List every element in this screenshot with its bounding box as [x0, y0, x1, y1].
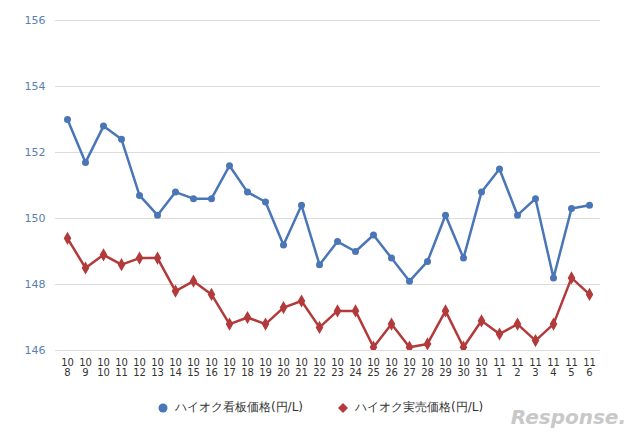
svg-text:1028: 1028 [421, 357, 434, 378]
svg-text:1025: 1025 [367, 357, 380, 378]
svg-text:1010: 1010 [97, 357, 110, 378]
svg-text:152: 152 [25, 146, 46, 159]
svg-text:150: 150 [25, 212, 46, 225]
svg-text:1027: 1027 [403, 357, 416, 378]
html-text:ハイオク看板価格(円/L): ハイオク看板価格(円/L) [174, 400, 303, 414]
svg-text:1014: 1014 [169, 357, 182, 378]
svg-text:1024: 1024 [349, 357, 362, 378]
svg-text:1031: 1031 [475, 357, 488, 378]
svg-text:1019: 1019 [259, 357, 272, 378]
svg-text:1023: 1023 [331, 357, 344, 378]
svg-text:154: 154 [25, 80, 46, 93]
svg-text:1030: 1030 [457, 357, 470, 378]
svg-text:109: 109 [79, 357, 92, 378]
svg-text:146: 146 [25, 344, 46, 357]
svg-text:1022: 1022 [313, 357, 326, 378]
svg-text:1026: 1026 [385, 357, 398, 378]
svg-text:113: 113 [529, 357, 542, 378]
svg-text:1017: 1017 [223, 357, 236, 378]
svg-text:1013: 1013 [151, 357, 164, 378]
svg-text:1012: 1012 [133, 357, 146, 378]
svg-text:112: 112 [511, 357, 524, 378]
svg-text:108: 108 [61, 357, 74, 378]
svg-text:114: 114 [547, 357, 560, 378]
svg-text:1020: 1020 [277, 357, 290, 378]
svg-text:116: 116 [583, 357, 596, 378]
svg-text:115: 115 [565, 357, 578, 378]
svg-text:1011: 1011 [115, 357, 128, 378]
svg-text:156: 156 [25, 14, 46, 27]
svg-text:148: 148 [25, 278, 46, 291]
svg-text:1021: 1021 [295, 357, 308, 378]
html-text:Response.: Response. [510, 405, 626, 429]
svg-text:1015: 1015 [187, 357, 200, 378]
svg-text:1016: 1016 [205, 357, 218, 378]
html-text:ハイオク実売価格(円/L): ハイオク実売価格(円/L) [355, 400, 484, 414]
svg-text:1018: 1018 [241, 357, 254, 378]
svg-text:111: 111 [493, 357, 506, 378]
svg-text:1029: 1029 [439, 357, 452, 378]
